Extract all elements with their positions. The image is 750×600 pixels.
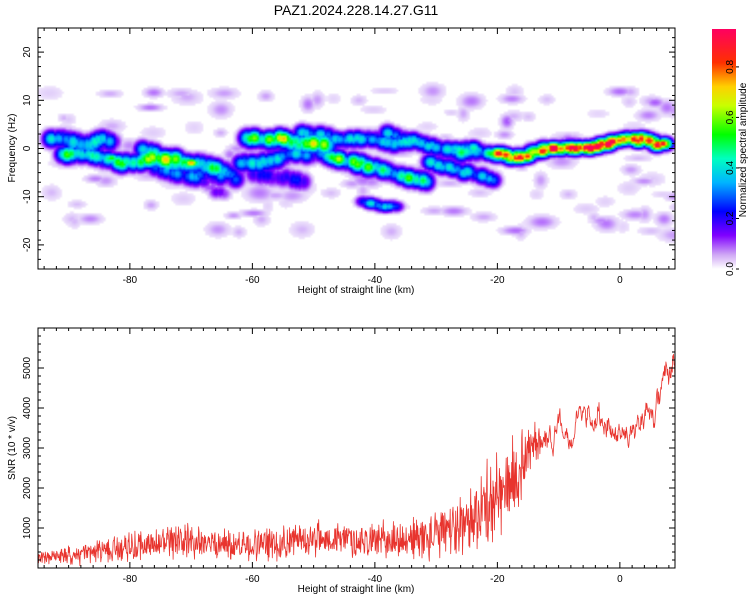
snr-series-line bbox=[38, 353, 675, 567]
spectrogram-heatmap bbox=[38, 28, 675, 269]
spectrogram-x-tick-label: -80 bbox=[123, 275, 138, 286]
spectrogram-x-tick-labels: -80 -60 -40 -20 0 bbox=[123, 275, 623, 286]
snr-x-tick-labels: -80 -60 -40 -20 0 bbox=[123, 574, 623, 585]
colorbar-tick-label: 0.0 bbox=[725, 262, 736, 276]
spectrogram-y-axis-label: Frequency (Hz) bbox=[7, 114, 18, 183]
snr-y-tick-label: 2000 bbox=[22, 476, 33, 499]
snr-x-axis-label: Height of straight line (km) bbox=[298, 584, 415, 595]
colorbar-tick-label: 0.6 bbox=[725, 110, 736, 124]
snr-y-tick-label: 4000 bbox=[22, 396, 33, 419]
spectrogram-x-tick-label: 0 bbox=[617, 275, 623, 286]
snr-x-tick-label: -20 bbox=[490, 574, 505, 585]
spectrogram-x-tick-label: -20 bbox=[490, 275, 505, 286]
colorbar-tick-labels: 0.0 0.2 0.4 0.6 0.8 bbox=[725, 60, 739, 276]
spectrogram-y-tick-label: 0 bbox=[22, 145, 33, 151]
snr-x-tick-label: -40 bbox=[368, 574, 383, 585]
colorbar: 0.0 0.2 0.4 0.6 0.8 Normalized spectral ampl… bbox=[712, 29, 749, 276]
snr-ticks bbox=[38, 327, 675, 569]
snr-x-tick-label: -60 bbox=[245, 574, 260, 585]
spectrogram-x-tick-label: -40 bbox=[368, 275, 383, 286]
snr-x-tick-label: 0 bbox=[617, 574, 623, 585]
snr-panel: -80 -60 -40 -20 0 1000 2000 3000 4000 5000 Heigh… bbox=[7, 327, 676, 595]
spectrogram-y-tick-labels: -20 -10 0 10 20 bbox=[22, 46, 33, 252]
colorbar-gradient bbox=[712, 29, 736, 269]
spectrogram-x-axis-label: Height of straight line (km) bbox=[298, 285, 415, 296]
snr-y-tick-label: 3000 bbox=[22, 436, 33, 459]
snr-y-tick-label: 5000 bbox=[22, 356, 33, 379]
figure-title: PAZ1.2024.228.14.27.G11 bbox=[274, 2, 439, 18]
colorbar-label: Normalized spectral amplitude bbox=[738, 82, 749, 217]
snr-y-axis-label: SNR (10 * v/v) bbox=[7, 416, 18, 480]
snr-y-tick-label: 1000 bbox=[22, 516, 33, 539]
spectrogram-y-tick-label: 10 bbox=[22, 94, 33, 106]
spectrogram-x-tick-label: -60 bbox=[245, 275, 260, 286]
snr-y-tick-labels: 1000 2000 3000 4000 5000 bbox=[22, 356, 33, 539]
spectrogram-ticks bbox=[38, 27, 675, 270]
spectrogram-y-tick-label: -20 bbox=[22, 237, 33, 252]
spectrogram-panel: -80 -60 -40 -20 0 -20 -10 0 10 20 Height of stra… bbox=[7, 27, 676, 296]
spectrogram-y-tick-label: -10 bbox=[22, 189, 33, 204]
snr-x-tick-label: -80 bbox=[123, 574, 138, 585]
colorbar-tick-label: 0.2 bbox=[725, 211, 736, 225]
colorbar-tick-label: 0.4 bbox=[725, 161, 736, 175]
spectrogram-y-tick-label: 20 bbox=[22, 46, 33, 58]
colorbar-tick-label: 0.8 bbox=[725, 60, 736, 74]
